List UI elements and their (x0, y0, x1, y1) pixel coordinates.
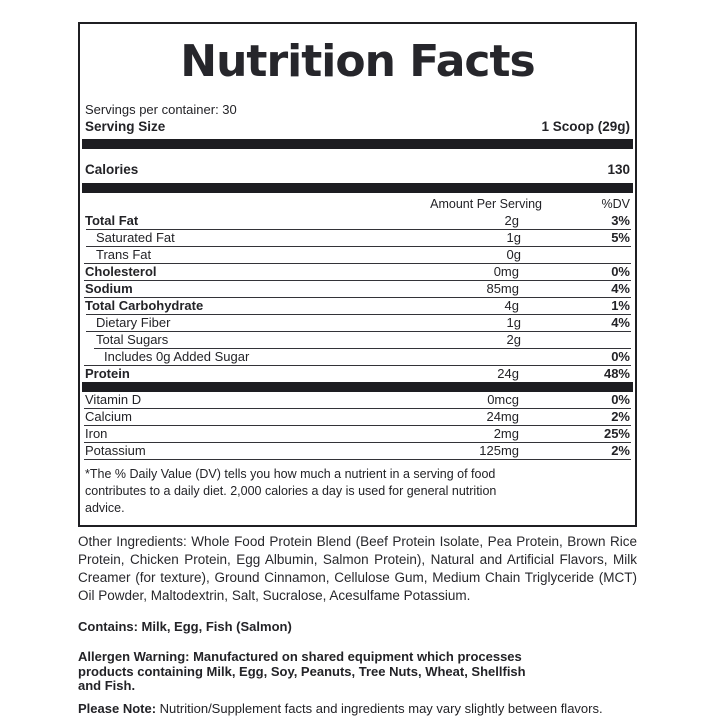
thick-divider-bar (82, 139, 633, 149)
nutrient-dv: 2% (611, 443, 630, 458)
nutrient-dv: 0% (611, 349, 630, 364)
nutrient-dv: 2% (611, 409, 630, 424)
nutrient-row-cholesterol: Cholesterol 0mg 0% (84, 263, 631, 280)
footnote-line: *The % Daily Value (DV) tells you how mu… (85, 467, 496, 481)
nutrient-name: Potassium (85, 443, 146, 458)
nutrient-name: Calcium (85, 409, 132, 424)
thick-divider-bar (82, 382, 633, 392)
calories-value: 130 (607, 162, 630, 177)
nutrition-facts-title: Nutrition Facts (180, 36, 535, 87)
nutrient-amount: 24g (497, 366, 519, 381)
nutrient-row-added-sugar: Includes 0g Added Sugar 0% (94, 348, 631, 365)
nutrient-dv: 5% (611, 230, 630, 245)
nutrient-amount: 1g (506, 315, 521, 330)
footnote-line: advice. (85, 501, 125, 515)
percent-dv-header: %DV (601, 197, 630, 211)
nutrient-name: Iron (85, 426, 108, 441)
nutrient-row-sodium: Sodium 85mg 4% (84, 280, 631, 297)
nutrient-name: Sodium (85, 281, 133, 296)
please-note-label: Please Note: (78, 700, 157, 716)
nutrient-amount: 2g (506, 332, 521, 347)
please-note-text: Nutrition/Supplement facts and ingredien… (156, 700, 603, 716)
nutrient-dv: 0% (611, 392, 630, 407)
calories-label: Calories (85, 162, 139, 177)
nutrient-dv: 4% (611, 315, 630, 330)
nutrient-name: Vitamin D (85, 392, 142, 407)
nutrient-amount: 2g (504, 213, 519, 228)
nutrient-amount: 85mg (486, 281, 519, 296)
nutrient-amount: 0mcg (487, 392, 519, 407)
nutrition-label-page: Nutrition Facts Servings per container: … (78, 22, 637, 716)
nutrition-facts-panel: Nutrition Facts Servings per container: … (78, 22, 637, 527)
nutrient-dv: 25% (603, 426, 630, 441)
nutrient-dv: 1% (611, 298, 630, 313)
nutrient-amount: 0g (506, 247, 521, 262)
nutrient-name: Dietary Fiber (96, 315, 171, 330)
nutrient-name: Trans Fat (96, 247, 152, 262)
nutrient-name: Total Sugars (96, 332, 169, 347)
nutrient-name: Includes 0g Added Sugar (104, 349, 250, 364)
nutrient-dv: 0% (611, 264, 630, 279)
nutrient-amount: 2mg (493, 426, 519, 441)
nutrient-row-total-carbohydrate: Total Carbohydrate 4g 1% (84, 297, 631, 314)
nutrient-row-total-sugars: Total Sugars 2g (86, 331, 631, 348)
micronutrient-row-iron: Iron 2mg 25% (84, 425, 631, 442)
thick-divider-bar (82, 183, 633, 193)
micronutrient-row-calcium: Calcium 24mg 2% (84, 408, 631, 425)
amount-per-serving-header: Amount Per Serving (430, 197, 542, 211)
nutrient-row-trans-fat: Trans Fat 0g (86, 246, 631, 263)
contains-statement: Contains: Milk, Egg, Fish (Salmon) (78, 619, 292, 634)
nutrient-row-dietary-fiber: Dietary Fiber 1g 4% (86, 314, 631, 331)
footnote-line: contributes to a daily diet. 2,000 calor… (85, 484, 497, 498)
servings-per-container: Servings per container: 30 (85, 102, 237, 117)
nutrient-name: Saturated Fat (96, 230, 175, 245)
nutrient-amount: 1g (506, 230, 521, 245)
nutrient-dv: 4% (611, 281, 630, 296)
micronutrient-row-potassium: Potassium 125mg 2% (84, 442, 631, 459)
allergen-line: Allergen Warning: Manufactured on shared… (78, 649, 522, 664)
daily-value-footnote: *The % Daily Value (DV) tells you how mu… (84, 459, 631, 525)
nutrient-amount: 24mg (486, 409, 519, 424)
nutrient-dv: 3% (611, 213, 630, 228)
allergen-line: and Fish. (78, 678, 136, 693)
nutrient-name: Protein (85, 366, 130, 381)
serving-size-row: Serving Size 1 Scoop (29g) (84, 118, 631, 136)
nutrient-amount: 4g (504, 298, 519, 313)
micronutrient-row-vitamin-d: Vitamin D 0mcg 0% (84, 392, 631, 408)
nutrient-name: Cholesterol (85, 264, 157, 279)
nutrient-amount: 125mg (479, 443, 519, 458)
nutrient-name: Total Carbohydrate (85, 298, 204, 313)
supplement-info-section: Other Ingredients: Whole Food Protein Bl… (78, 533, 637, 716)
nutrient-amount: 0mg (493, 264, 519, 279)
nutrient-name: Total Fat (85, 213, 139, 228)
nutrient-row-protein: Protein 24g 48% (84, 365, 631, 382)
serving-size-value: 1 Scoop (29g) (541, 119, 630, 134)
nutrient-row-saturated-fat: Saturated Fat 1g 5% (86, 229, 631, 246)
calories-row: Calories 130 (84, 156, 631, 183)
other-ingredients: Other Ingredients: Whole Food Protein Bl… (78, 534, 637, 603)
nutrient-dv: 48% (603, 366, 630, 381)
nutrient-row-total-fat: Total Fat 2g 3% (84, 213, 631, 229)
column-header-row: Amount Per Serving %DV (84, 193, 631, 213)
please-note: Please Note: Nutrition/Supplement facts … (78, 701, 637, 716)
allergen-line: products containing Milk, Egg, Soy, Pean… (78, 663, 526, 679)
allergen-warning: Allergen Warning: Manufactured on shared… (78, 649, 637, 694)
serving-size-label: Serving Size (85, 119, 166, 134)
